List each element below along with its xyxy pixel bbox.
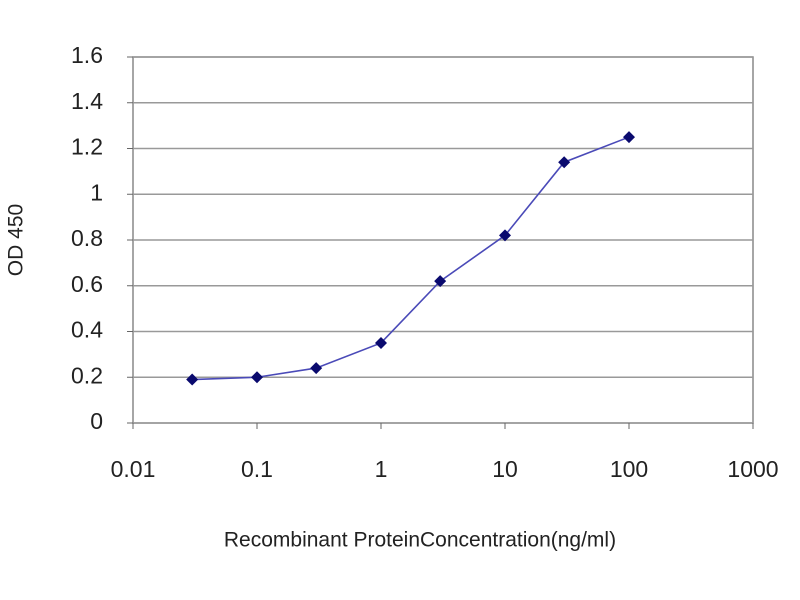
y-tick-label: 0.2 xyxy=(71,362,103,388)
data-point xyxy=(186,373,199,386)
data-point xyxy=(623,131,635,144)
y-tick-label: 1 xyxy=(90,179,103,205)
x-tick-label: 1000 xyxy=(727,456,778,482)
x-tick-label: 0.01 xyxy=(111,456,156,482)
data-point xyxy=(251,371,263,384)
y-tick-label: 1.4 xyxy=(71,88,103,114)
y-tick-label: 0.8 xyxy=(71,225,103,251)
data-point xyxy=(375,336,387,349)
data-point xyxy=(558,156,571,169)
data-point xyxy=(434,275,447,288)
x-tick-label: 10 xyxy=(492,456,518,482)
x-tick-label: 100 xyxy=(610,456,648,482)
y-tick-label: 0.4 xyxy=(71,317,103,343)
data-point xyxy=(310,362,323,375)
data-point xyxy=(499,229,511,242)
y-tick-label: 1.6 xyxy=(71,42,103,68)
x-tick-label: 0.1 xyxy=(241,456,273,482)
data-line xyxy=(192,136,630,381)
y-axis-title: OD 450 xyxy=(5,204,28,276)
y-tick-label: 0.6 xyxy=(71,271,103,297)
x-tick-label: 1 xyxy=(375,456,388,482)
y-tick-label: 1.2 xyxy=(71,134,103,160)
y-tick-label: 0 xyxy=(90,408,103,434)
x-axis-title: Recombinant ProteinConcentration(ng/ml) xyxy=(224,529,616,552)
